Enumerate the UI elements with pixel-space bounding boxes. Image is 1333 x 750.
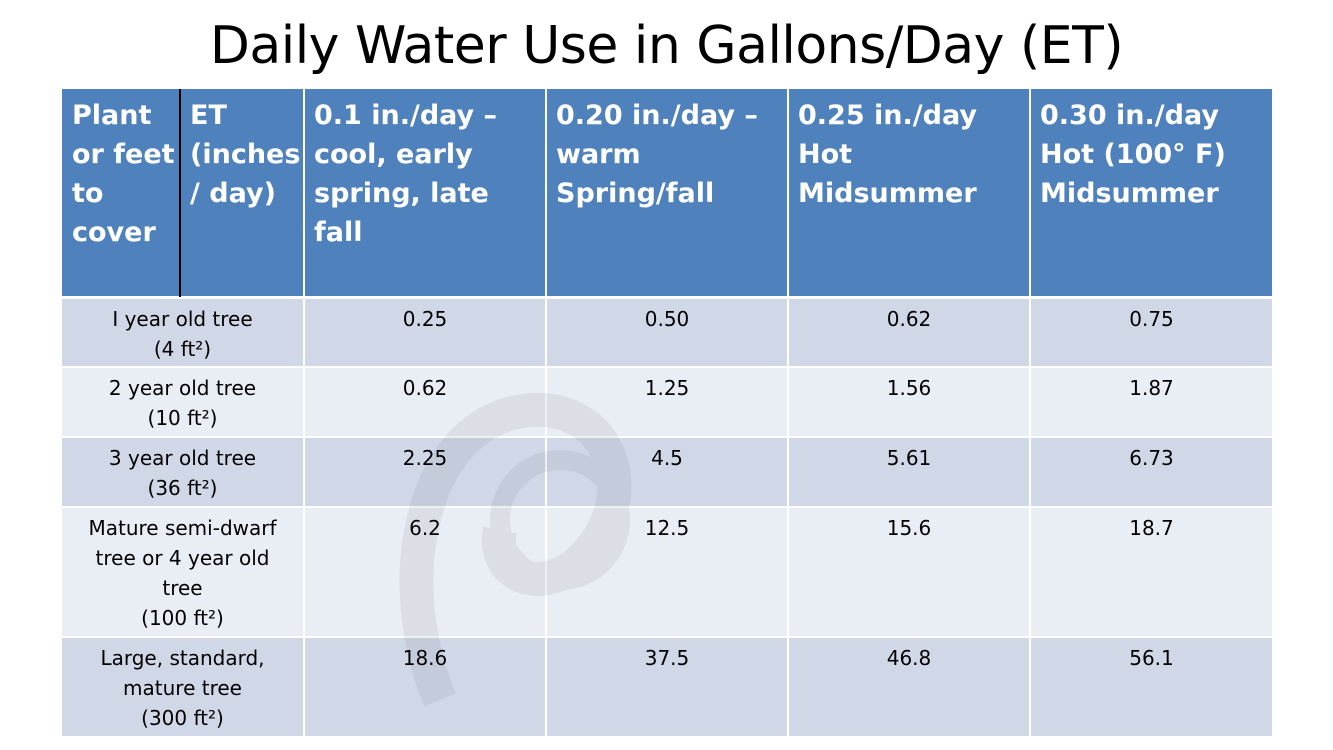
row-value: 1.25 [546, 367, 789, 438]
row-value: 5.61 [788, 437, 1031, 508]
row-value: 1.56 [788, 367, 1031, 438]
row-value: 6.73 [1030, 437, 1272, 508]
row-plant: I year old tree (4 ft²) [62, 297, 305, 368]
row-value: 12.5 [546, 507, 789, 638]
header-et: ET (inches / day) [190, 100, 301, 209]
row-plant: Mature semi-dwarf tree or 4 year old tre… [62, 507, 305, 638]
row-value: 2.25 [304, 437, 547, 508]
row-value: 0.62 [788, 297, 1031, 368]
row-value: 37.5 [546, 637, 789, 738]
row-value: 0.62 [304, 367, 547, 438]
row-value: 4.5 [546, 437, 789, 508]
header-col-1: 0.1 in./day – cool, early spring, late f… [304, 89, 547, 299]
row-value: 46.8 [788, 637, 1031, 738]
row-value: 6.2 [304, 507, 547, 638]
page-title: Daily Water Use in Gallons/Day (ET) [209, 16, 1124, 76]
water-use-table: Plant or feet to cover ET (inches / day)… [62, 89, 1272, 738]
row-plant: Large, standard, mature tree (300 ft²) [62, 637, 305, 738]
header-col-3: 0.25 in./day Hot Midsummer [788, 89, 1031, 299]
header-row: Plant or feet to cover ET (inches / day)… [62, 89, 1272, 299]
row-value: 0.25 [304, 297, 547, 368]
row-plant: 2 year old tree (10 ft²) [62, 367, 305, 438]
header-plant: Plant or feet to cover [72, 100, 175, 248]
row-value: 0.75 [1030, 297, 1272, 368]
header-corner-cell: Plant or feet to cover ET (inches / day) [62, 89, 305, 299]
table-row: Mature semi-dwarf tree or 4 year old tre… [62, 507, 1272, 638]
header-col-4: 0.30 in./day Hot (100° F) Midsummer [1030, 89, 1272, 299]
row-value: 15.6 [788, 507, 1031, 638]
row-value: 0.50 [546, 297, 789, 368]
header-divider [179, 89, 181, 297]
table-row: I year old tree (4 ft²) 0.25 0.50 0.62 0… [62, 297, 1272, 368]
row-value: 1.87 [1030, 367, 1272, 438]
table-row: 2 year old tree (10 ft²) 0.62 1.25 1.56 … [62, 367, 1272, 438]
header-col-2: 0.20 in./day – warm Spring/fall [546, 89, 789, 299]
row-value: 18.6 [304, 637, 547, 738]
table-row: 3 year old tree (36 ft²) 2.25 4.5 5.61 6… [62, 437, 1272, 508]
table-row: Large, standard, mature tree (300 ft²) 1… [62, 637, 1272, 738]
row-plant: 3 year old tree (36 ft²) [62, 437, 305, 508]
row-value: 56.1 [1030, 637, 1272, 738]
row-value: 18.7 [1030, 507, 1272, 638]
